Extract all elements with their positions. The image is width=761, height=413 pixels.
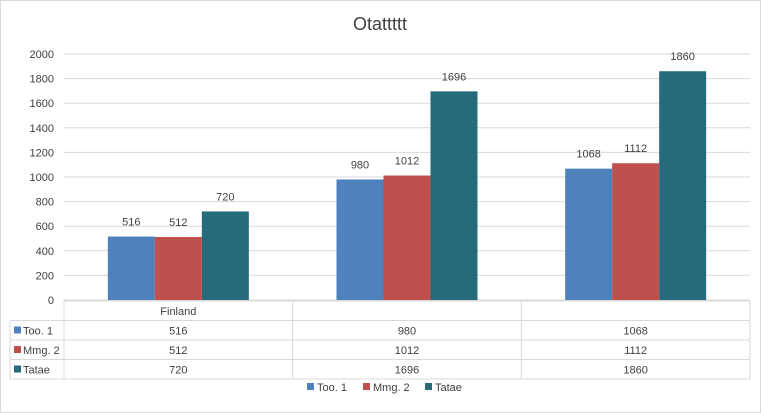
table-series-name: Mmg. 2 [23,345,60,357]
legend: Too. 1 Mmg. 2 Tatae [307,382,462,394]
bar [336,179,384,300]
y-tick-label: 200 [36,270,54,282]
y-tick-label: 2000 [30,49,54,61]
y-tick-label: 600 [36,221,54,233]
y-axis: 0 200 400 600 800 1000 1200 1400 1600 1800 2000 [30,49,54,307]
data-label: 512 [169,217,187,229]
legend-key [425,383,432,390]
table-cell: 1012 [395,345,419,357]
table-series-name: Too. 1 [23,326,53,338]
y-tick-label: 1600 [30,98,54,110]
table-legend-key [14,365,21,373]
data-label: 720 [216,191,234,203]
table-cell: 720 [169,365,187,377]
data-label: 1696 [442,71,466,83]
table-legend-key [14,346,21,353]
y-tick-label: 0 [48,295,54,307]
bar [565,168,613,300]
data-labels: 516 512 720 980 1012 1696 1068 1112 1860 [122,51,695,229]
table-legend-key [14,326,21,334]
bar [430,91,478,300]
table-cell: 516 [169,326,187,338]
data-label: 980 [351,159,369,171]
legend-label: Mmg. 2 [373,382,410,394]
bar [612,163,660,300]
data-label: 1860 [670,51,694,63]
legend-label: Tatae [435,382,462,394]
legend-key [363,383,370,390]
table-cell: 1112 [624,345,647,357]
data-label: 516 [122,217,140,229]
table-cell: 1696 [395,365,419,377]
data-label: 1112 [624,143,647,155]
table-cell: 1068 [623,326,647,338]
data-table: Finland Too. 1 516 980 1068 Mmg. 2 512 1012 1112… [9,300,751,380]
bar [659,71,707,300]
bar [107,236,155,300]
y-tick-label: 800 [36,197,54,209]
y-tick-label: 1800 [30,74,54,86]
table-cell: 1860 [623,365,647,377]
bars [107,71,707,300]
legend-label: Too. 1 [317,382,347,394]
y-tick-label: 1400 [30,123,54,135]
chart-title: Otattttt [353,14,407,34]
legend-key [307,383,314,390]
data-label: 1068 [576,149,600,161]
y-tick-label: 1000 [30,172,54,184]
y-tick-label: 400 [36,246,54,258]
table-cell: 512 [169,345,187,357]
y-tick-label: 1200 [30,147,54,159]
x-tick-label: Finland [160,306,196,318]
table-series-name: Tatae [23,365,50,377]
bar [154,237,202,300]
data-label: 1012 [395,156,419,168]
bar [201,211,249,300]
bar [383,175,431,300]
table-cell: 980 [398,326,416,338]
